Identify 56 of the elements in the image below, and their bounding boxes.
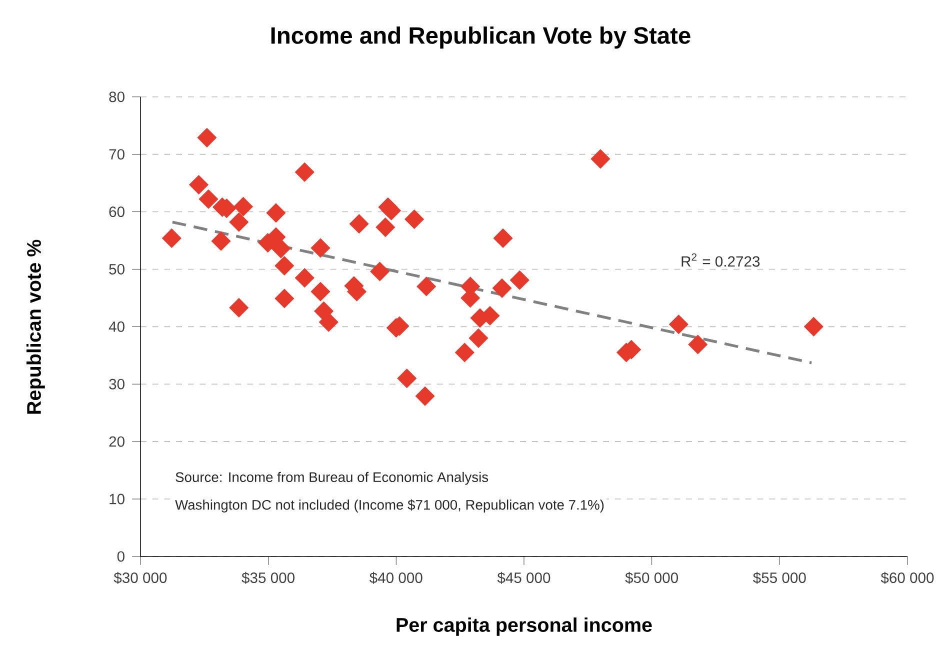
point [804,316,824,336]
point [468,328,488,348]
chart-title: Income and Republican Vote by State [271,26,690,48]
point [229,212,249,232]
x-tick-label: $55 000 [753,572,806,584]
point [189,174,208,194]
point [688,334,708,354]
y-tick-label: 40 [108,321,124,332]
y-tick-label: 20 [109,436,124,447]
point [274,288,294,308]
y-tick-label: 70 [109,148,124,160]
x-tick-label: $60 000 [880,572,934,584]
point [590,149,610,168]
point [294,268,314,288]
point [492,278,512,298]
point [197,128,217,148]
point [376,217,396,237]
point [211,231,231,251]
point [294,162,314,182]
y-tick-label: 50 [109,264,124,274]
point [669,314,688,334]
y-tick-label: 60 [109,206,124,217]
point [266,203,286,222]
point [271,238,290,258]
point [234,196,253,216]
x-tick-label: $35 000 [242,572,294,584]
point [415,386,435,406]
annotation: Source: Income from Bureau of Economic Analysis [176,472,488,485]
point [510,270,530,290]
point [162,228,182,248]
point [349,214,369,234]
x-tick-label: $30 000 [114,572,167,584]
y-tick-label: 80 [109,91,124,102]
point [274,256,294,276]
point [416,276,436,296]
y-tick-label: 10 [110,494,124,504]
point [397,368,417,388]
point [229,298,249,318]
x-tick-label: $45 000 [497,572,550,584]
point [404,209,424,229]
x-tick-label: $40 000 [370,572,422,584]
point [370,262,390,281]
point [310,238,330,258]
point [310,282,330,302]
y-tick-label: 30 [109,378,124,390]
point [319,312,338,332]
point [493,228,513,248]
annotation: Washington DC not included (Income $71 000, Republican vote 7.1%) [175,499,604,512]
x-axis-title: Per capita personal income [396,617,652,636]
y-axis-title: Republican vote % [26,240,45,414]
point [455,342,474,362]
point [198,189,218,209]
x-tick-label: $50 000 [625,572,678,584]
annotation: R$^{2}$ = 0.2723 [682,253,760,267]
y-tick-label: 0 [117,551,124,562]
point [382,200,401,220]
